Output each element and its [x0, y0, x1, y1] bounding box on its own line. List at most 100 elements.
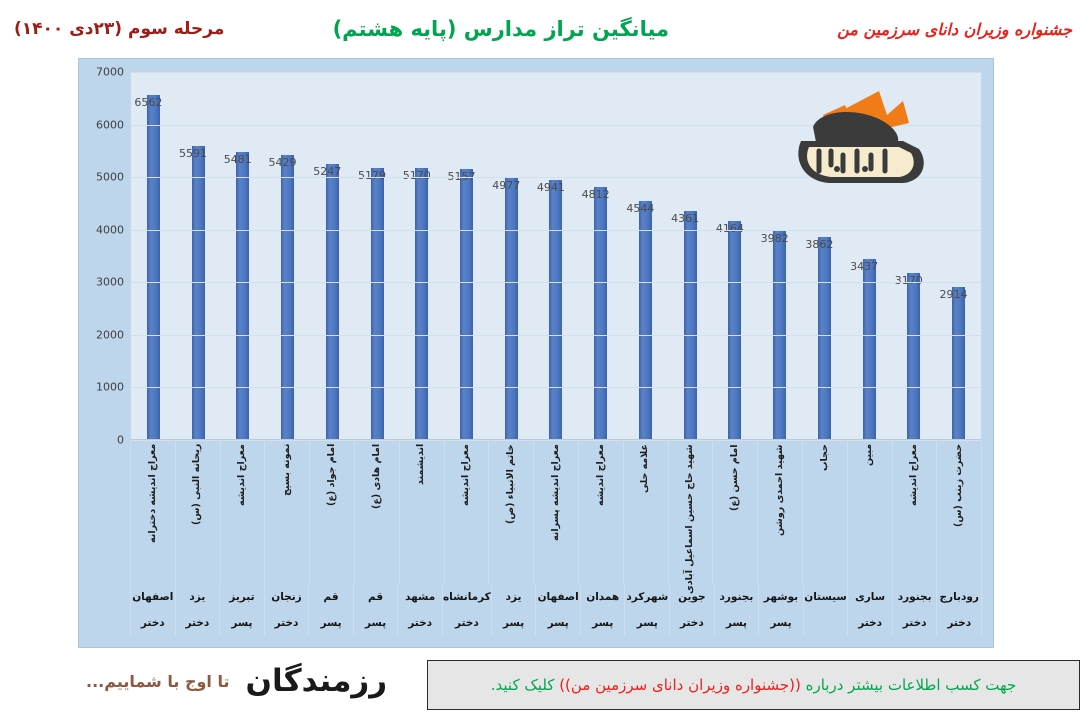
school-label: امام جواد (ع)	[325, 444, 337, 507]
bar[interactable]: 4977	[492, 178, 520, 440]
category-column: تبریز پسر	[219, 584, 264, 636]
category-column: ساری دختر	[847, 584, 892, 636]
bar-slot: 5179	[355, 72, 400, 440]
bar[interactable]: 5179	[358, 167, 386, 440]
festival-info-link-box[interactable]: جهت کسب اطلاعات بیشتر درباره ((جشنواره و…	[427, 660, 1080, 710]
bar[interactable]: 5170	[403, 168, 431, 440]
school-label-cell: معراج اندیشه	[219, 442, 265, 584]
gender-label: دختر	[140, 617, 165, 629]
bar[interactable]: 4361	[671, 210, 699, 440]
school-label: مبین	[863, 444, 875, 467]
bar-slot: 2914	[936, 72, 981, 440]
bar-series: 6562 5591 5481 5429 5247 5179 5170 5157 4977 4941…	[131, 72, 981, 440]
school-label-cell: معراج اندیشه دخترانه	[130, 442, 175, 584]
gender-label: پسر	[770, 617, 792, 629]
bar-slot: 5247	[310, 72, 355, 440]
bar-value-label: 5179	[357, 168, 386, 182]
category-column: یزد دختر	[174, 584, 220, 636]
y-axis-tick-label: 1000	[96, 380, 124, 394]
bar-slot: 5591	[176, 72, 221, 440]
category-column: اصفهان پسر	[535, 584, 580, 636]
bar-value-label: 4361	[671, 211, 700, 225]
city-label: یزد	[189, 591, 206, 603]
bar-value-label: 6562	[134, 96, 163, 110]
bar-value-label: 4544	[626, 202, 655, 216]
city-label: تبریز	[229, 591, 255, 603]
city-label: یزد	[505, 591, 522, 603]
school-label: ریحانه النبی (س)	[191, 444, 203, 526]
bar[interactable]: 5247	[313, 164, 341, 440]
header-stage-date: مرحله سوم (۲۳دی ۱۴۰۰)	[14, 19, 225, 39]
bar[interactable]: 4812	[582, 187, 610, 440]
bar-value-label: 5170	[402, 169, 431, 183]
bar-slot: 6562	[131, 72, 176, 440]
school-label-cell: معراج اندیشه	[443, 442, 489, 584]
city-gender-table: اصفهان دختر یزد دختر تبریز پسر زنجان دختر قم پسر ق…	[130, 584, 982, 636]
city-label: بجنورد	[897, 591, 932, 603]
bar[interactable]: 5429	[269, 154, 297, 440]
gridline	[131, 440, 981, 441]
y-axis-tick-label: 5000	[96, 170, 124, 184]
bar[interactable]: 4544	[626, 201, 654, 440]
school-label-cell: امام حسن (ع)	[712, 442, 757, 584]
gender-label: دختر	[185, 617, 210, 629]
city-label: بجنورد	[719, 591, 754, 603]
school-label: معراج اندیشه	[594, 444, 606, 506]
gender-label: پسر	[503, 617, 525, 629]
page-title: میانگین تراز مدارس (پایه هشتم)	[332, 17, 670, 41]
bar[interactable]: 5157	[447, 168, 475, 440]
gender-label: دختر	[858, 617, 882, 629]
bar-value-label: 5429	[268, 155, 297, 169]
bar-value-label: 5481	[223, 152, 252, 166]
vazirana-logo	[783, 85, 947, 191]
bar[interactable]: 3862	[805, 236, 833, 440]
school-label: معراج اندیشه	[460, 444, 472, 506]
bar[interactable]: 4164	[716, 221, 744, 440]
gridline	[131, 124, 981, 126]
razmandegan-tagline: تا اوج با شماییم...	[86, 671, 230, 691]
bar-value-label: 4812	[581, 188, 610, 202]
bar-slot: 3437	[847, 72, 892, 440]
school-label: معراج اندیشه دخترانه	[146, 444, 158, 544]
bar[interactable]: 3437	[850, 259, 878, 440]
school-label: امام هادی (ع)	[370, 444, 382, 510]
school-label-cell: خاتم الانبیاء (ص)	[488, 442, 533, 584]
school-label-cell: علامه حلی	[622, 442, 668, 584]
bar-slot: 3862	[802, 72, 847, 440]
city-label: اصفهان	[132, 591, 174, 603]
school-label: اندیشمند	[415, 444, 427, 486]
gender-label: پسر	[231, 617, 253, 629]
bar-value-label: 4977	[492, 179, 521, 193]
category-column: یزد پسر	[490, 584, 536, 636]
header-festival-name: جشنواره وزیران دانای سرزمین من	[837, 19, 1072, 39]
category-column: بجنورد دختر	[891, 584, 937, 636]
bar-slot: 4812	[578, 72, 623, 440]
category-column: جوین دختر	[669, 584, 714, 636]
city-label: اصفهان	[537, 591, 579, 603]
gridline	[131, 334, 981, 336]
bar[interactable]: 3170	[895, 273, 923, 440]
school-label-cell: اندیشمند	[398, 442, 444, 584]
y-axis-tick-label: 0	[117, 433, 124, 447]
bar[interactable]: 2914	[940, 286, 968, 440]
vazirana-wordmark	[798, 141, 924, 183]
category-column: رودبارج دختر	[936, 584, 982, 636]
bar-slot: 5429	[265, 72, 310, 440]
bar[interactable]: 6562	[134, 95, 162, 440]
school-label-cell: مبین	[846, 442, 892, 584]
category-column: همدان پسر	[579, 584, 625, 636]
y-axis-tick-label: 3000	[96, 275, 124, 289]
bar[interactable]: 4941	[537, 180, 565, 440]
city-label: سیستان	[804, 591, 847, 603]
bar-value-label: 5247	[313, 165, 342, 179]
gender-label: دختر	[274, 617, 299, 629]
category-column: قم پسر	[352, 584, 398, 636]
school-label-cell: نمونه بسیج	[264, 442, 309, 584]
festival-info-link-text[interactable]: جهت کسب اطلاعات بیشتر درباره ((جشنواره و…	[491, 676, 1016, 694]
bar[interactable]: 5591	[179, 146, 207, 440]
city-label: کرمانشاه	[442, 591, 491, 603]
gender-label: پسر	[725, 617, 747, 629]
bar[interactable]: 5481	[224, 151, 252, 440]
link-highlight: ((جشنواره وزیران دانای سرزمین من))	[559, 676, 801, 694]
graduation-cap-icon	[813, 112, 899, 147]
